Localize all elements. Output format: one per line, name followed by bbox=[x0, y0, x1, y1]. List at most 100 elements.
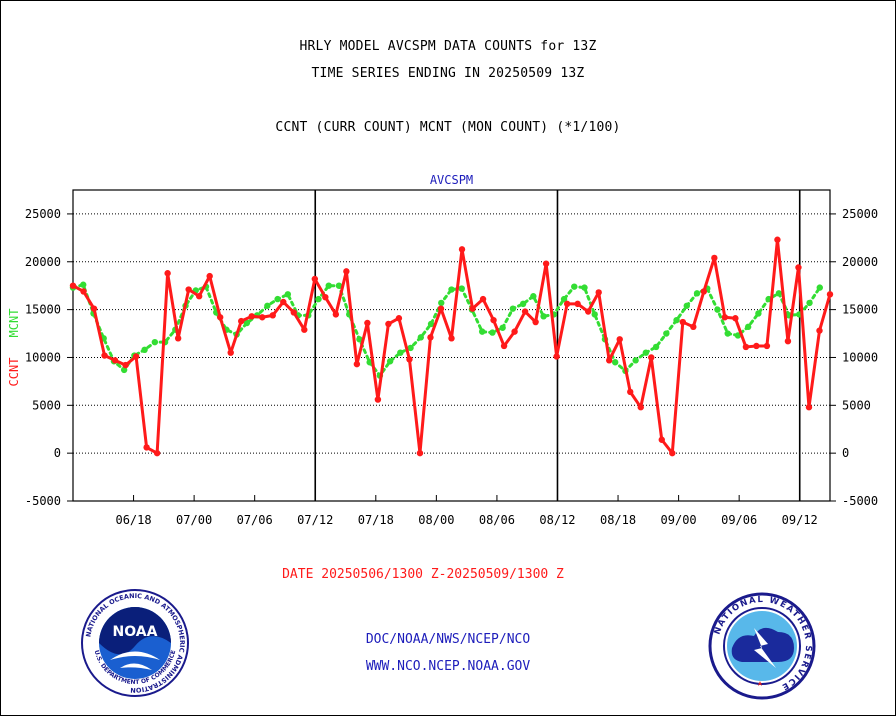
series-ccnt-point bbox=[269, 312, 276, 319]
series-mcnt-point bbox=[407, 344, 414, 352]
series-mcnt-point bbox=[632, 357, 639, 364]
series-ccnt-point bbox=[627, 388, 634, 396]
series-ccnt-point bbox=[648, 354, 655, 361]
series-ccnt-point bbox=[448, 335, 455, 342]
x-tick-label: 08/06 bbox=[479, 513, 515, 527]
y-axis-label-ccnt: CCNT bbox=[7, 358, 21, 387]
x-tick-label: 06/18 bbox=[115, 513, 151, 527]
y-tick-label-left: 10000 bbox=[25, 350, 61, 364]
series-mcnt-point bbox=[571, 283, 578, 290]
series-ccnt-point bbox=[469, 305, 476, 312]
chart-title-line2: TIME SERIES ENDING IN 20250509 13Z bbox=[311, 66, 585, 81]
series-ccnt-point bbox=[406, 356, 413, 363]
series-ccnt-point bbox=[353, 360, 361, 368]
x-tick-label: 09/12 bbox=[782, 513, 818, 527]
series-ccnt-point bbox=[216, 314, 224, 321]
series-ccnt-point bbox=[101, 352, 108, 359]
series-mcnt-point bbox=[264, 302, 271, 309]
series-ccnt-point bbox=[616, 336, 623, 343]
series-mcnt-point bbox=[806, 299, 813, 307]
series-ccnt-point bbox=[721, 314, 729, 321]
series-ccnt-point bbox=[479, 295, 487, 303]
series-ccnt-point bbox=[711, 254, 718, 262]
series-ccnt-point bbox=[690, 323, 697, 331]
footer-org[interactable]: DOC/NOAA/NWS/NCEP/NCO bbox=[365, 632, 531, 647]
series-ccnt-point bbox=[164, 270, 171, 277]
series-ccnt-point bbox=[301, 326, 308, 333]
series-ccnt-point bbox=[332, 311, 340, 318]
series-ccnt-point bbox=[742, 343, 750, 351]
y-tick-label-left: 20000 bbox=[25, 255, 61, 269]
y-tick-label-left: 5000 bbox=[32, 398, 61, 412]
series-mcnt-point bbox=[663, 330, 670, 337]
series-mcnt-point bbox=[284, 291, 292, 298]
series-mcnt-point bbox=[427, 320, 435, 328]
y-tick-label-left: -5000 bbox=[25, 494, 61, 508]
series-ccnt-point bbox=[584, 308, 592, 315]
y-tick-label-left: 25000 bbox=[25, 207, 61, 221]
series-mcnt-point bbox=[151, 338, 159, 346]
series-ccnt-point bbox=[437, 305, 445, 312]
series-ccnt-point bbox=[174, 335, 182, 342]
series-ccnt-point bbox=[753, 342, 760, 350]
series-mcnt-point bbox=[755, 310, 762, 317]
series-ccnt-point bbox=[700, 288, 708, 295]
series-ccnt-point bbox=[206, 272, 213, 280]
chart-title-line1: HRLY MODEL AVCSPM DATA COUNTS for 13Z bbox=[299, 39, 597, 54]
series-mcnt-point bbox=[560, 295, 568, 303]
series-ccnt-point bbox=[311, 275, 319, 283]
series-ccnt-point bbox=[606, 357, 613, 364]
series-ccnt-point bbox=[322, 293, 329, 301]
x-tick-label: 07/18 bbox=[358, 513, 394, 527]
x-tick-label: 08/00 bbox=[418, 513, 454, 527]
series-ccnt-point bbox=[90, 305, 98, 312]
x-tick-label: 07/06 bbox=[237, 513, 273, 527]
series-ccnt-point bbox=[563, 300, 571, 308]
series-mcnt-point bbox=[714, 306, 721, 313]
series-mcnt-point bbox=[448, 286, 455, 293]
x-tick-label: 07/00 bbox=[176, 513, 212, 527]
series-mcnt-point bbox=[744, 323, 752, 331]
series-mcnt-point bbox=[141, 346, 148, 354]
series-mcnt-point bbox=[438, 299, 445, 307]
series-mcnt-point bbox=[642, 349, 650, 356]
series-ccnt-point bbox=[427, 334, 434, 341]
series-ccnt-point bbox=[553, 353, 560, 360]
series-mcnt-point bbox=[489, 329, 496, 336]
series-mcnt-point bbox=[673, 316, 680, 324]
series-ccnt-point bbox=[143, 444, 150, 451]
series-ccnt-point bbox=[542, 260, 550, 267]
y-tick-label-left: 15000 bbox=[25, 303, 61, 317]
y-tick-label-right: 20000 bbox=[842, 255, 878, 269]
series-mcnt-point bbox=[519, 300, 527, 308]
y-tick-label-right: 0 bbox=[842, 446, 849, 460]
series-ccnt-point bbox=[132, 353, 140, 360]
series-mcnt-point bbox=[458, 285, 465, 292]
series-ccnt-point bbox=[248, 313, 255, 320]
series-ccnt-point bbox=[732, 315, 739, 322]
x-tick-label: 09/06 bbox=[721, 513, 757, 527]
series-mcnt-point bbox=[693, 290, 701, 297]
series-mcnt-point bbox=[724, 330, 731, 337]
plot-frame bbox=[72, 189, 831, 502]
series-ccnt-point bbox=[511, 328, 518, 335]
series-mcnt-point bbox=[325, 282, 332, 289]
series-ccnt-point bbox=[784, 337, 792, 345]
series-ccnt-point bbox=[80, 288, 87, 295]
series-mcnt-point bbox=[335, 282, 343, 289]
y-tick-label-right: 10000 bbox=[842, 350, 878, 364]
series-ccnt-point bbox=[374, 396, 382, 403]
date-range: DATE 20250506/1300 Z-20250509/1300 Z bbox=[282, 567, 564, 582]
y-tick-label-right: 5000 bbox=[842, 398, 871, 412]
series-mcnt-point bbox=[315, 295, 322, 303]
y-tick-label-right: -5000 bbox=[842, 494, 878, 508]
series-ccnt-point bbox=[816, 327, 823, 334]
x-tick-label: 09/00 bbox=[661, 513, 697, 527]
series-mcnt-point bbox=[274, 295, 281, 303]
series-mcnt-point bbox=[243, 319, 251, 327]
footer-url[interactable]: WWW.NCO.NCEP.NOAA.GOV bbox=[365, 659, 531, 674]
series-mcnt-point bbox=[509, 305, 517, 312]
series-ccnt-point bbox=[458, 246, 466, 253]
series-ccnt-point bbox=[364, 319, 371, 327]
